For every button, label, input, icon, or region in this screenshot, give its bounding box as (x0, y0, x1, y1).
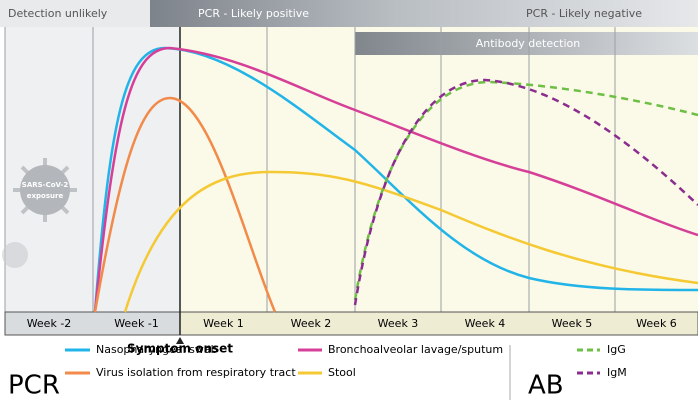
legend-title: AB (528, 371, 564, 401)
legend-item: Nasopharyngeal swab (96, 343, 218, 356)
background (0, 0, 698, 344)
virus-label: SARS-CoV-2 (22, 181, 69, 189)
symptom-onset: Symptom onset (127, 342, 233, 356)
week-label: Week 4 (465, 317, 506, 330)
legend-item: Stool (328, 366, 356, 379)
legend-lines (65, 345, 600, 400)
curves (93, 46, 698, 313)
legend-item: Bronchoalveolar lavage/sputum (328, 343, 503, 356)
legend-item: IgM (607, 366, 627, 379)
legend-title: PCR (8, 371, 60, 401)
week-label: Week -1 (114, 317, 159, 330)
banner-text: Antibody detection (476, 37, 581, 50)
week-label: Week -2 (27, 317, 72, 330)
virus-icon (2, 158, 77, 268)
banner-text: PCR - Likely positive (198, 7, 309, 20)
week-label: Week 3 (378, 317, 419, 330)
banner-text: Detection unlikely (8, 7, 108, 20)
legend-item: Virus isolation from respiratory tract (96, 366, 296, 379)
week-label: Week 1 (203, 317, 244, 330)
week-label: Week 2 (291, 317, 332, 330)
banner-text: PCR - Likely negative (526, 7, 642, 20)
virus-label: exposure (27, 192, 64, 200)
week-label: Week 6 (636, 317, 677, 330)
week-label: Week 5 (552, 317, 593, 330)
legend-item: IgG (607, 343, 626, 356)
